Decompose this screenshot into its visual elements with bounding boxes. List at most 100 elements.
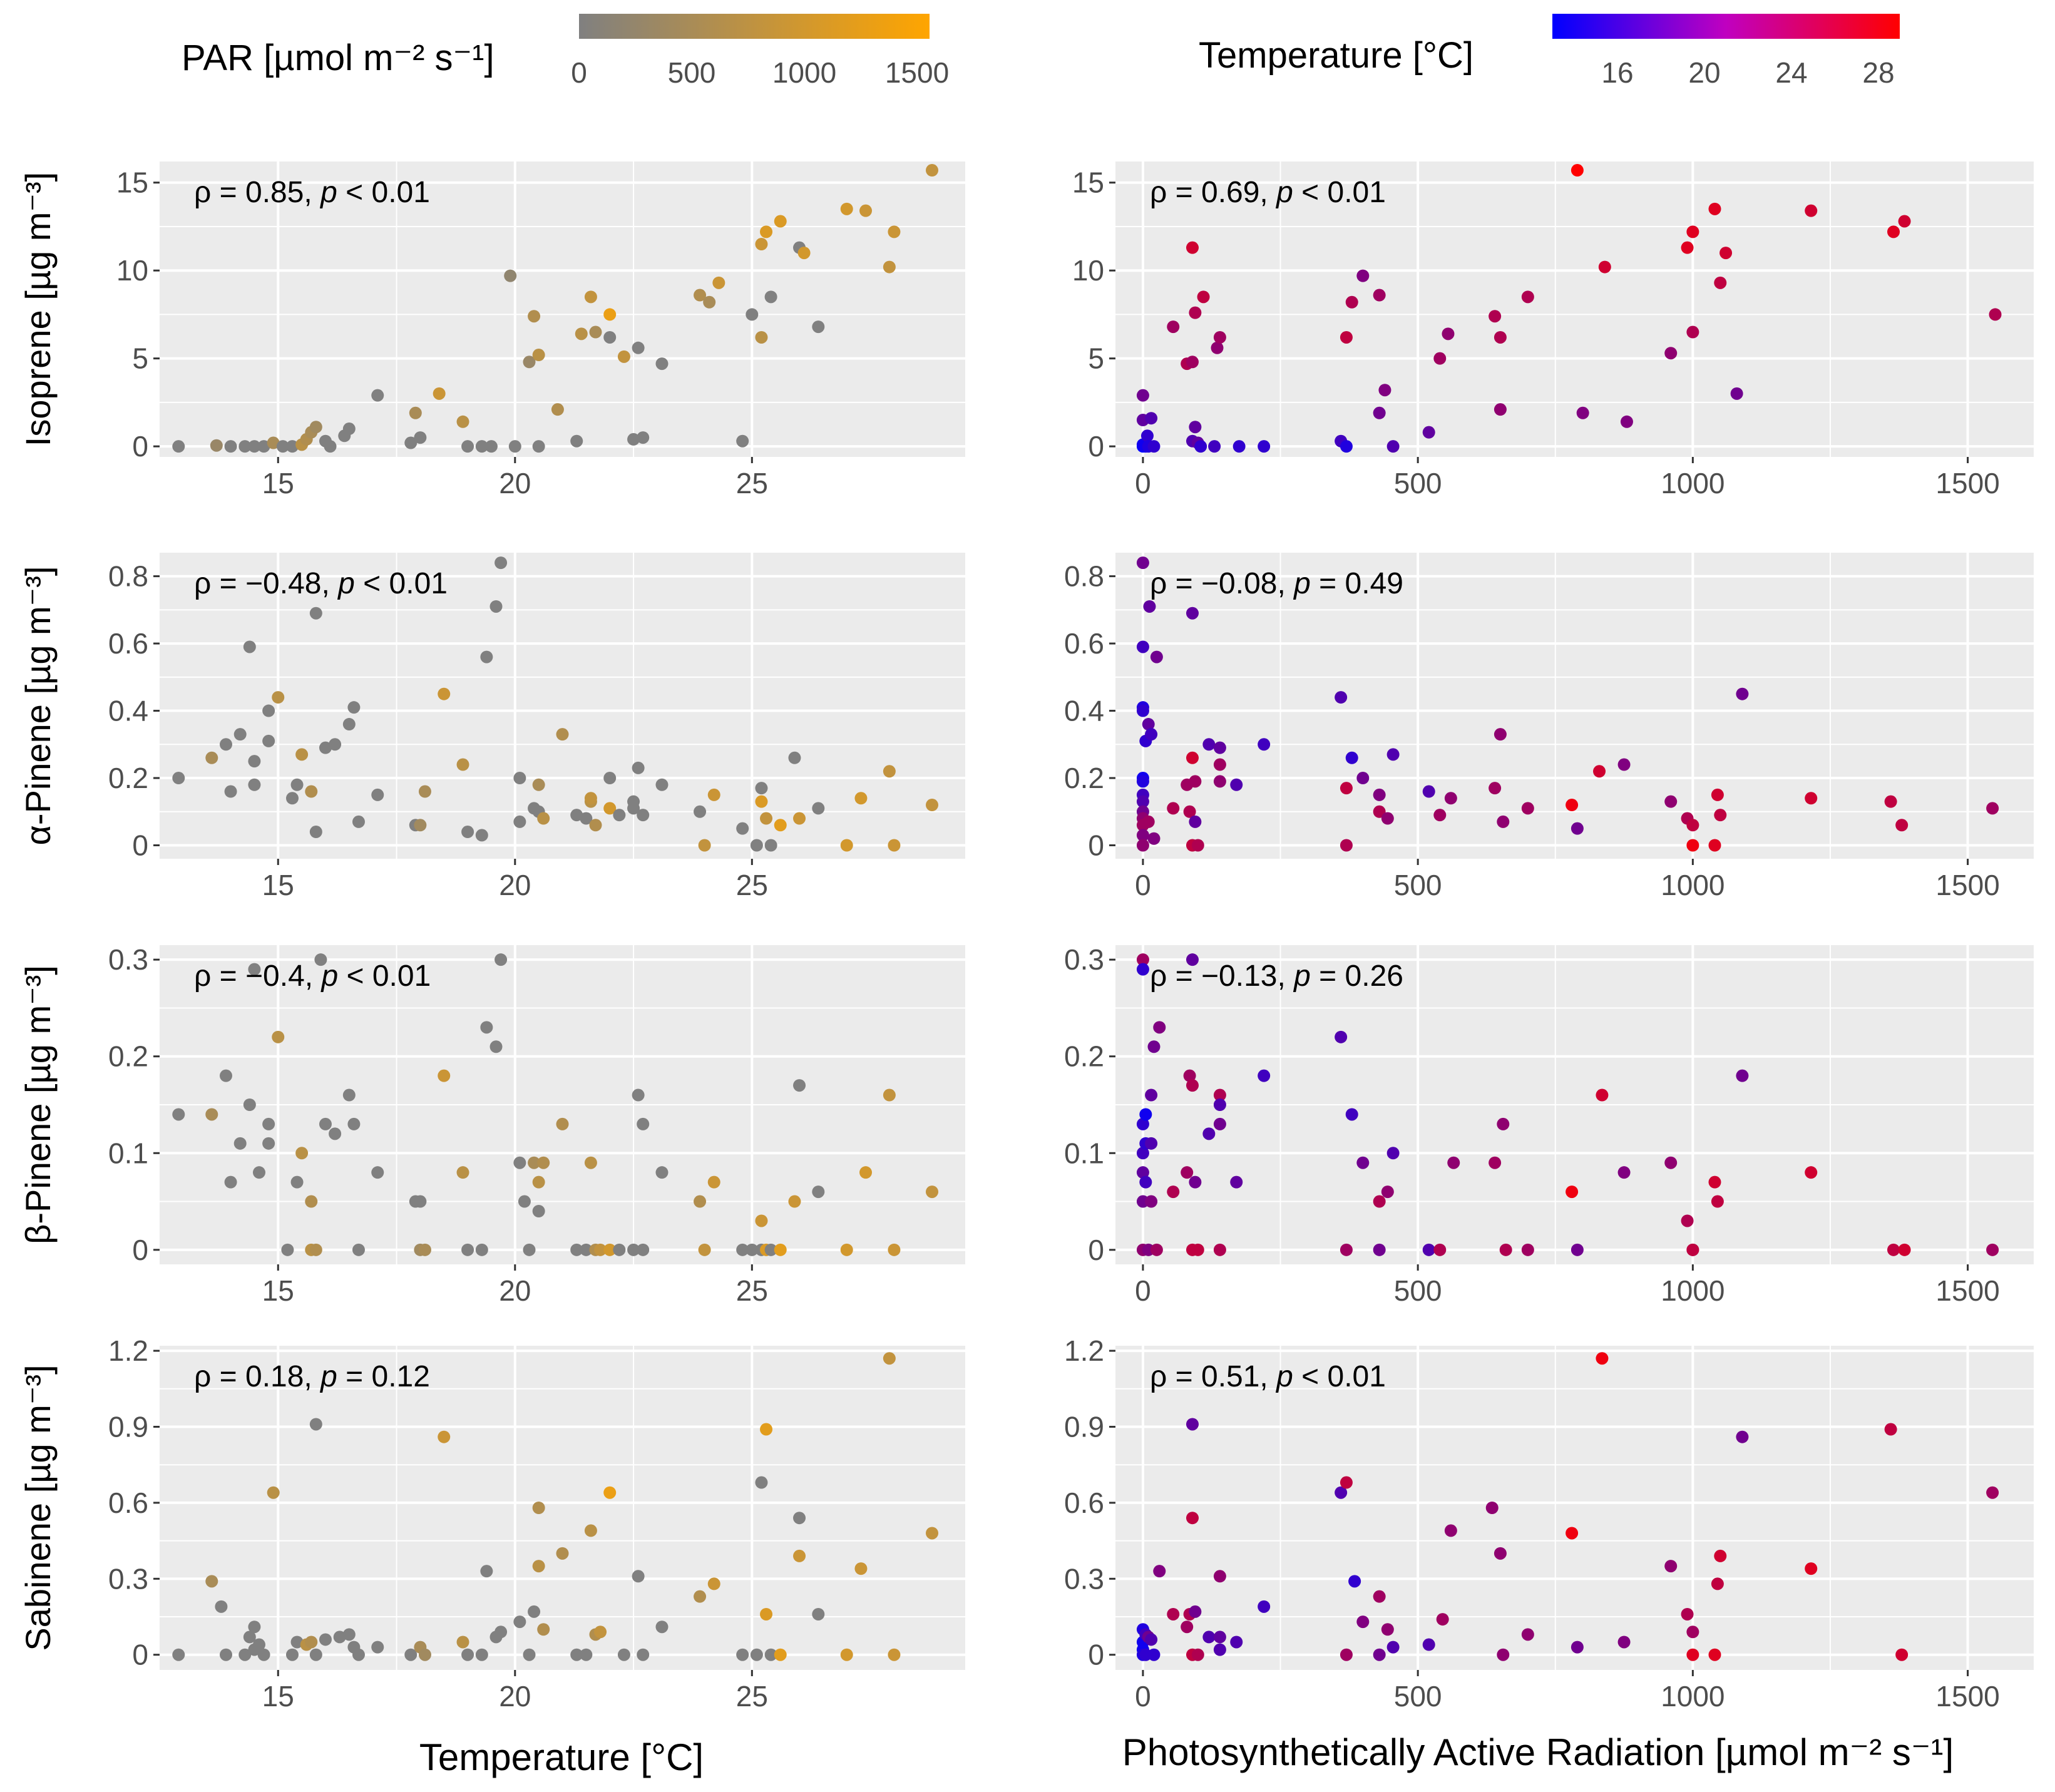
y-tick-label: 0.3 [108, 1562, 148, 1595]
data-point [1136, 795, 1149, 808]
correlation-annotation: ρ = −0.08, p = 0.49 [1150, 567, 1403, 600]
data-point [1373, 406, 1386, 419]
panel-background [1115, 161, 2034, 457]
y-tick-label: 0 [1088, 1234, 1104, 1266]
data-point [456, 415, 469, 428]
data-point [594, 1626, 607, 1639]
data-point [1230, 1175, 1243, 1189]
data-point [1986, 1243, 1999, 1256]
data-point [736, 822, 749, 835]
data-point [324, 440, 337, 453]
data-point [1489, 310, 1502, 323]
data-point [575, 327, 588, 340]
data-point [219, 1648, 232, 1661]
data-point [1153, 1565, 1166, 1578]
data-point [1373, 1195, 1386, 1208]
data-point [1714, 809, 1727, 822]
data-point [295, 1147, 309, 1160]
data-point [774, 215, 787, 228]
data-point [1571, 1243, 1584, 1256]
y-tick-label: 0 [132, 829, 148, 862]
correlation-annotation: ρ = −0.13, p = 0.26 [1150, 960, 1403, 993]
data-point [1378, 384, 1391, 397]
data-point [1617, 1636, 1631, 1649]
x-tick-label: 1500 [1935, 1274, 1999, 1307]
data-point [461, 826, 474, 839]
data-point [1340, 1648, 1353, 1661]
data-point [504, 269, 517, 282]
data-point [1335, 1030, 1348, 1043]
data-point [1186, 751, 1199, 764]
correlation-annotation: ρ = 0.69, p < 0.01 [1150, 176, 1386, 209]
data-point [764, 1243, 777, 1256]
data-point [347, 701, 361, 714]
data-point [319, 1633, 332, 1646]
data-point [1183, 805, 1196, 818]
data-point [513, 1156, 526, 1169]
data-point [1593, 765, 1606, 778]
data-point [1436, 1613, 1449, 1626]
panel-ap-p: 0 500 1000 1500 0 0.2 0.4 0.6 0.8 ρ = −0.08, p = … [1064, 553, 2034, 901]
data-point [736, 1243, 749, 1256]
data-point [456, 1166, 469, 1179]
y-tick-label: 5 [132, 342, 148, 375]
data-point [414, 1195, 427, 1208]
data-point [551, 403, 564, 416]
data-point [1714, 276, 1727, 289]
data-point [1153, 1021, 1166, 1034]
y-tick-label: 0.6 [108, 627, 148, 660]
data-point [556, 1547, 569, 1560]
x-tick-label: 15 [262, 1680, 294, 1713]
data-point [1136, 963, 1149, 976]
data-point [523, 1243, 536, 1256]
data-point [461, 1243, 474, 1256]
data-point [537, 812, 550, 825]
data-point [1142, 718, 1155, 731]
y-tick-label: 15 [116, 166, 148, 199]
data-point [1381, 812, 1394, 825]
data-point [272, 691, 285, 704]
data-point [788, 751, 801, 764]
data-point [926, 799, 939, 812]
data-point [580, 1648, 593, 1661]
data-point [1145, 412, 1158, 425]
data-point [305, 1636, 318, 1649]
y-tick-label: 0.4 [108, 695, 148, 727]
data-point [342, 1088, 356, 1102]
data-point [347, 1117, 361, 1130]
par-colorbar [579, 14, 930, 39]
data-point [243, 1631, 256, 1644]
temperature-legend-tick: 28 [1862, 56, 1894, 89]
data-point [1213, 330, 1226, 344]
y-tick-label: 0.3 [1064, 943, 1104, 976]
data-point [205, 751, 218, 764]
y-tick-label: 0.9 [108, 1411, 148, 1443]
data-point [584, 1524, 597, 1537]
data-point [793, 1079, 806, 1092]
y-axis-label: β-Pinene [µg m⁻³] [18, 965, 58, 1244]
data-point [1373, 788, 1386, 801]
x-tick-label: 20 [499, 1274, 531, 1307]
data-point [224, 1175, 237, 1189]
panel-background [1115, 1346, 2034, 1670]
data-point [319, 741, 332, 754]
data-point [475, 1648, 488, 1661]
data-point [603, 1486, 617, 1499]
data-point [414, 819, 427, 832]
data-point [1422, 1638, 1435, 1651]
data-point [1356, 1615, 1370, 1629]
data-point [1386, 440, 1400, 453]
data-point [1136, 640, 1149, 653]
data-point [456, 1636, 469, 1649]
data-point [755, 795, 768, 808]
data-point [812, 802, 825, 815]
temperature-colorbar [1552, 14, 1900, 39]
data-point [1521, 802, 1534, 815]
data-point [371, 389, 384, 402]
data-point [1571, 822, 1584, 835]
data-point [707, 1577, 720, 1590]
data-point [694, 289, 707, 302]
data-point [570, 434, 583, 448]
data-point [1898, 215, 1911, 228]
